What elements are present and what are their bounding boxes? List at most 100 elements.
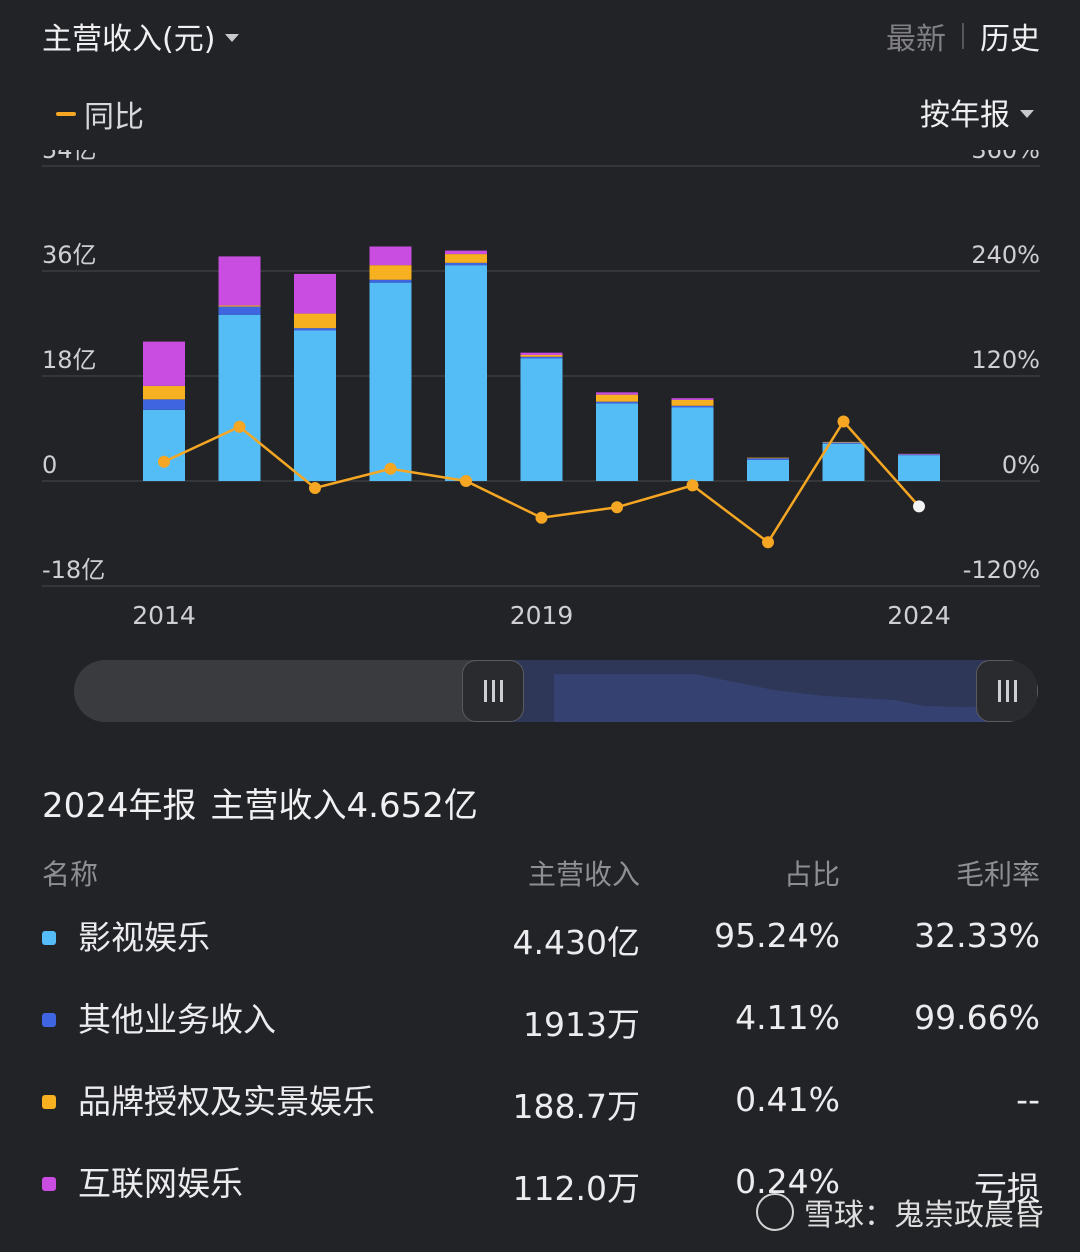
yoy-point [837, 415, 850, 428]
toggle-history[interactable]: 历史 [980, 22, 1040, 57]
bar-segment [445, 262, 487, 266]
chart-legend[interactable]: 同比 [56, 92, 144, 136]
table-row[interactable]: 其他业务收入 1913万 4.11% 99.66% [42, 978, 1040, 1060]
slider-preview [554, 674, 1038, 722]
bar-segment [898, 454, 940, 456]
metric-label: 主营收入(元) [42, 22, 216, 57]
bar-segment [898, 455, 940, 481]
bar-segment [369, 265, 412, 280]
slider-selected-window[interactable] [494, 660, 1038, 722]
watermark-text: 雪球：鬼崇政晨昏 [804, 1198, 1044, 1233]
segment-revenue: 1913万 [523, 1005, 640, 1044]
period-label: 按年报 [920, 98, 1010, 133]
y-tick-right: 360% [971, 150, 1040, 164]
table-row[interactable]: 影视娱乐 4.430亿 95.24% 32.33% [42, 896, 1040, 978]
bar-segment [294, 328, 336, 331]
x-tick: 2014 [132, 601, 196, 630]
y-tick-left: -18亿 [42, 556, 105, 584]
y-tick-right: 120% [971, 346, 1040, 374]
bar-segment [747, 457, 789, 459]
col-share[interactable]: 占比 [783, 858, 840, 891]
y-tick-right: 240% [971, 241, 1040, 269]
bar-segment [218, 306, 261, 315]
chevron-down-icon [225, 34, 240, 42]
y-tick-left: 18亿 [42, 346, 97, 374]
chevron-down-icon [1020, 110, 1034, 118]
segment-margin: -- [1016, 1080, 1040, 1119]
bar-segment [747, 458, 789, 460]
segment-margin: 亏损 [974, 1169, 1040, 1208]
metric-dropdown[interactable]: 主营收入(元) [42, 14, 240, 58]
segment-name: 品牌授权及实景娱乐 [78, 1082, 375, 1121]
y-tick-right: -120% [963, 556, 1040, 584]
bar-segment [596, 401, 638, 404]
revenue-chart[interactable]: 54亿 360% 36亿 240% 18亿 120% 0 0% -18亿 -120% 2014 201… [0, 150, 1080, 630]
bar-segment [898, 453, 940, 455]
bar-segment [143, 399, 185, 410]
bar-segment [822, 443, 865, 481]
snowball-logo-icon [756, 1193, 794, 1231]
segment-color-dot [42, 1095, 56, 1109]
bar-segment [369, 246, 412, 266]
segment-color-dot [42, 931, 56, 945]
slider-handle-left[interactable] [462, 660, 524, 722]
segment-table: 名称 主营收入 占比 毛利率 影视娱乐 4.430亿 95.24% 32.33%… [42, 850, 1040, 1224]
col-name[interactable]: 名称 [42, 858, 99, 891]
bar-segment [369, 279, 412, 283]
watermark: 雪球：鬼崇政晨昏 [756, 1190, 1044, 1234]
bar-segment [596, 392, 638, 395]
period-dropdown[interactable]: 按年报 [920, 90, 1034, 134]
yoy-point [913, 500, 925, 513]
table-header-row: 名称 主营收入 占比 毛利率 [42, 850, 1040, 896]
bar-segment [520, 352, 563, 355]
yoy-point [460, 475, 472, 487]
bar-segment [294, 313, 336, 329]
chart-axes: 54亿 360% 36亿 240% 18亿 120% 0 0% -18亿 -120% 2014 201… [42, 150, 1040, 630]
col-margin[interactable]: 毛利率 [955, 858, 1040, 891]
segment-color-dot [42, 1013, 56, 1027]
view-toggle: 最新 历史 [886, 14, 1040, 58]
segment-name: 影视娱乐 [78, 918, 210, 957]
bar-segment [520, 358, 563, 481]
y-tick-left: 36亿 [42, 241, 97, 269]
bar-segment [671, 399, 714, 406]
legend-line-swatch [56, 112, 76, 116]
segment-revenue: 4.430亿 [512, 923, 640, 962]
bar-segment [596, 394, 638, 402]
segment-color-dot [42, 1177, 56, 1191]
x-tick: 2019 [510, 601, 574, 630]
report-summary: 2024年报 主营收入4.652亿 [42, 778, 478, 827]
yoy-point [535, 511, 548, 524]
range-slider[interactable] [74, 660, 1038, 722]
yoy-point [686, 479, 699, 492]
bar-segment [369, 282, 412, 481]
y-tick-left: 54亿 [42, 150, 97, 164]
bar-segment [520, 356, 563, 359]
slider-handle-right[interactable] [976, 660, 1038, 722]
bar-segment [747, 460, 789, 481]
bar-segment [445, 265, 487, 481]
toggle-latest[interactable]: 最新 [886, 22, 946, 57]
segment-name: 其他业务收入 [78, 1000, 276, 1039]
yoy-point [309, 482, 321, 494]
bar-segment [143, 341, 185, 386]
bar-segment [218, 305, 261, 307]
bar-segment [671, 398, 714, 400]
table-row[interactable]: 互联网娱乐 112.0万 0.24% 亏损 [42, 1142, 1040, 1224]
yoy-point [233, 420, 246, 433]
bar-segment [520, 355, 563, 357]
x-tick: 2024 [887, 601, 951, 630]
table-row[interactable]: 品牌授权及实景娱乐 188.7万 0.41% -- [42, 1060, 1040, 1142]
segment-share: 0.41% [735, 1080, 840, 1119]
y-tick-left: 0 [42, 451, 57, 479]
segment-share: 4.11% [735, 998, 840, 1037]
y-tick-right: 0% [1002, 451, 1040, 479]
summary-period: 2024年报 [42, 786, 197, 826]
segment-revenue: 112.0万 [512, 1169, 640, 1208]
col-revenue[interactable]: 主营收入 [527, 858, 640, 891]
bar-segment [671, 405, 714, 408]
yoy-point [611, 501, 623, 514]
legend-label: 同比 [84, 100, 144, 135]
summary-metric: 主营收入4.652亿 [210, 786, 478, 826]
bar-segment [822, 441, 865, 443]
